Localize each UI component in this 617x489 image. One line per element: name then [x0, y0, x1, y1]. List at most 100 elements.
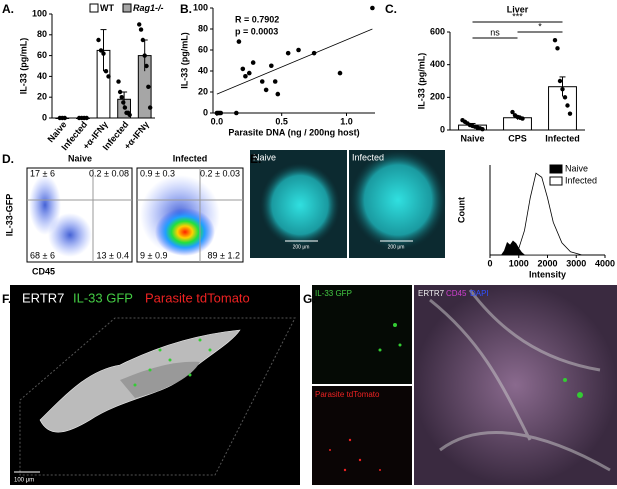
quadrant-label: 0.2 ± 0.08: [89, 168, 129, 178]
data-point: [272, 79, 278, 84]
data-point: [240, 66, 246, 72]
data-point: [96, 37, 101, 43]
data-point: [117, 89, 123, 95]
data-point: [236, 39, 242, 44]
data-point: [127, 112, 132, 118]
y-tick-label: 0: [440, 124, 445, 134]
image-label: Naive: [253, 152, 276, 162]
y-tick-label: 100: [193, 2, 208, 12]
data-point: [269, 63, 274, 69]
y-tick-label: 0: [42, 112, 47, 122]
data-point: [121, 100, 126, 105]
data-point: [567, 111, 573, 116]
data-point: [263, 87, 269, 93]
channel-label: Parasite tdTomato: [315, 390, 380, 399]
data-point: [146, 84, 151, 90]
image-signal: [350, 150, 446, 250]
flow-density: [48, 213, 92, 257]
data-point: [122, 105, 128, 110]
data-point: [560, 86, 565, 92]
panel-letter: D.: [2, 152, 14, 166]
plot-title: Naive: [68, 153, 92, 163]
quadrant-label: 17 ± 6: [30, 168, 55, 178]
flow-plots: [26, 167, 244, 263]
y-tick-label: 60: [37, 50, 47, 60]
data-point: [250, 60, 256, 65]
panel-letter: G.: [303, 292, 316, 306]
scale-bar-label: 100 μm: [14, 478, 34, 484]
flow-density: [155, 208, 215, 256]
data-point: [565, 103, 570, 108]
data-point: [520, 116, 525, 121]
annotation: p = 0.0003: [235, 26, 278, 36]
data-point: [555, 46, 560, 51]
image-signal: [260, 163, 340, 247]
y-tick-label: 80: [198, 23, 208, 33]
tdtomato-signal: [329, 438, 381, 472]
data-point: [84, 115, 89, 121]
y-axis-label: Count: [456, 197, 466, 223]
y-tick-label: 20: [198, 86, 208, 96]
legend-label: Naive: [565, 163, 588, 173]
x-tick-label: 0.5: [275, 116, 288, 126]
ertr7-surface: [120, 361, 200, 398]
quadrant-label: 89 ± 1.2: [208, 250, 240, 260]
y-tick-label: 600: [430, 26, 445, 36]
annotation: R = 0.7902: [235, 14, 279, 24]
y-tick-label: 400: [430, 59, 445, 69]
x-axis-label: CD45: [32, 266, 55, 276]
data-point: [138, 27, 144, 32]
density-curve: [500, 240, 526, 256]
data-point: [275, 91, 281, 97]
data-point: [296, 47, 301, 53]
gfp-signal: [133, 338, 212, 387]
y-axis-label: IL-33 (pg/mL): [18, 38, 28, 95]
data-point: [144, 63, 149, 69]
data-point: [480, 126, 485, 132]
flow-density: [29, 175, 61, 235]
image: [414, 285, 617, 485]
channel-label: DAPI: [470, 289, 489, 298]
legend-swatch: [122, 3, 132, 13]
panel-letter: A.: [2, 2, 14, 16]
x-tick-label: 2000: [537, 258, 557, 268]
y-tick-label: 80: [37, 29, 47, 39]
channel-label: CD45: [446, 289, 467, 298]
data-point: [557, 78, 563, 84]
y-axis-label: IL-33 (pg/mL): [179, 32, 189, 89]
ertr7-network: [429, 289, 611, 472]
legend-label: Infected: [565, 175, 597, 185]
trendline: [216, 28, 373, 95]
image-label: Infected: [352, 152, 384, 162]
legend-swatch: [89, 3, 99, 13]
y-tick-label: 40: [37, 71, 47, 81]
data-point: [140, 37, 146, 43]
y-tick-label: 100: [32, 8, 47, 18]
x-tick-label: 0.0: [211, 116, 224, 126]
quadrant-label: 0.9 ± 0.3: [140, 168, 175, 178]
channel-label: Parasite tdTomato: [145, 290, 250, 305]
micrographs-g: [312, 285, 617, 485]
data-point: [259, 79, 265, 84]
render-f: [10, 285, 300, 485]
channel-label: ERTR7: [22, 290, 64, 305]
image: [312, 386, 412, 485]
plot-title: Infected: [173, 153, 208, 163]
data-point: [106, 74, 111, 79]
y-axis-label: IL-33-GFP: [4, 194, 14, 237]
chart-title: Liver: [507, 4, 529, 14]
x-tick-label: 3000: [566, 258, 586, 268]
quadrant-label: 68 ± 6: [30, 250, 55, 260]
y-tick-label: 0: [203, 107, 208, 117]
data-point: [234, 110, 239, 116]
y-tick-label: 20: [37, 92, 47, 102]
data-point: [62, 115, 67, 121]
quadrant-label: 13 ± 0.4: [97, 250, 129, 260]
x-tick-label: Naive: [460, 133, 484, 143]
data-point: [311, 50, 317, 56]
data-point: [285, 50, 291, 56]
scale-bar-label: 200 μm: [293, 244, 310, 250]
y-tick-label: 60: [198, 44, 208, 54]
x-axis-label: Parasite DNA (ng / 200ng host): [228, 127, 359, 137]
